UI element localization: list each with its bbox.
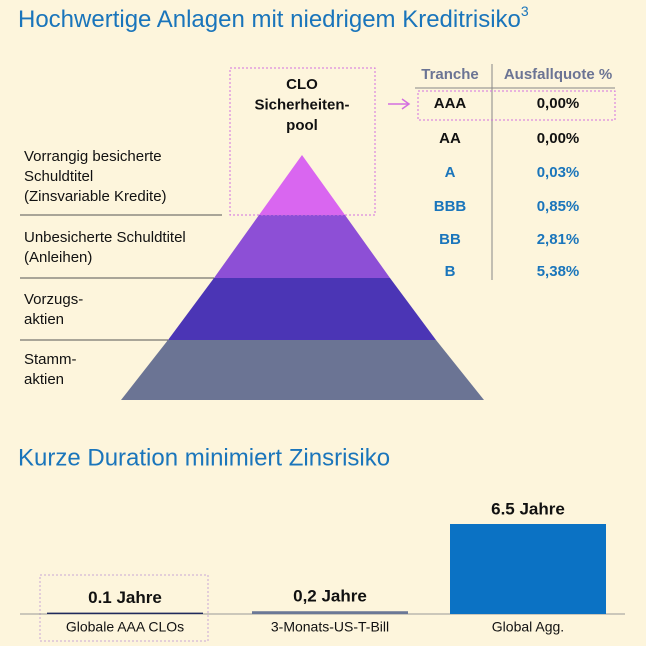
x-tick-label: Global Agg. [492, 619, 564, 635]
bar [252, 611, 408, 614]
x-tick-label: 3-Monats-US-T-Bill [271, 619, 389, 635]
layer-label: (Anleihen) [24, 249, 92, 266]
table-cell: 0,00% [537, 95, 580, 112]
table-cell: 0,85% [537, 198, 580, 215]
pyramid-layer [214, 215, 390, 278]
clo-box [229, 67, 376, 216]
chart-title: Kurze Duration minimiert Zinsrisiko [18, 444, 390, 471]
title-superscript: 3 [521, 3, 529, 19]
table-cell: AA [439, 130, 461, 147]
table-cell: A [445, 164, 456, 181]
table-cell: B [445, 263, 456, 280]
pyramid-layer [168, 278, 436, 340]
value-label: 6.5 Jahre [491, 499, 565, 518]
table-cell: 0,00% [537, 130, 580, 147]
table-cell: AAA [434, 95, 467, 112]
pyramid-layer [259, 155, 345, 215]
layer-label: Unbesicherte Schuldtitel [24, 229, 186, 246]
bar [450, 524, 606, 614]
layer-label: Schuldtitel [24, 168, 93, 185]
layer-label: aktien [24, 371, 64, 388]
layer-label: Stamm- [24, 351, 77, 368]
table-header: Tranche [421, 66, 479, 83]
bar [47, 612, 203, 614]
value-label: 0,2 Jahre [293, 587, 367, 606]
table-header: Ausfallquote % [504, 66, 612, 83]
table-cell: BBB [434, 198, 467, 215]
layer-label: Vorzugs- [24, 291, 83, 308]
main-title: Hochwertige Anlagen mit niedrigem Kredit… [18, 3, 529, 34]
table-cell: 0,03% [537, 164, 580, 181]
x-tick-label: Globale AAA CLOs [66, 619, 184, 635]
apex-label: pool [286, 117, 318, 134]
pyramid-layer [121, 340, 484, 400]
apex-label: Sicherheiten- [254, 96, 349, 113]
arrow-head [401, 98, 411, 110]
title-text: Hochwertige Anlagen mit niedrigem Kredit… [18, 6, 521, 33]
layer-label: aktien [24, 311, 64, 328]
row-highlight [417, 90, 616, 121]
bar-highlight [39, 574, 209, 642]
table-cell: 5,38% [537, 263, 580, 280]
table-cell: 2,81% [537, 231, 580, 248]
layer-label: (Zinsvariable Kredite) [24, 188, 167, 205]
value-label: 0.1 Jahre [88, 588, 162, 607]
layer-label: Vorrangig besicherte [24, 148, 162, 165]
apex-label: CLO [286, 76, 318, 93]
table-cell: BB [439, 231, 461, 248]
